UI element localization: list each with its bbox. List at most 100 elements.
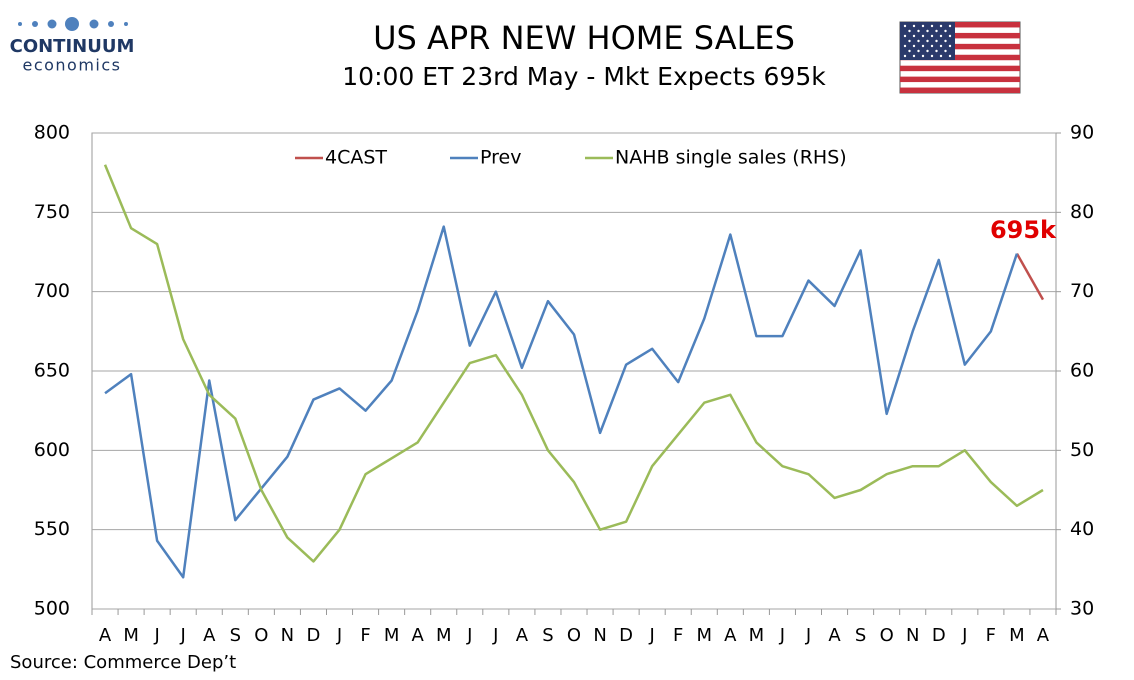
flag-star: [935, 39, 938, 43]
flag-star: [912, 54, 916, 58]
legend-label: Prev: [480, 147, 521, 169]
flag-star: [903, 44, 907, 48]
flag-star: [944, 29, 947, 33]
x-tick-label: A: [412, 625, 425, 646]
flag-star: [908, 29, 911, 33]
flag-star: [908, 49, 911, 53]
flag-star: [921, 24, 925, 28]
y-tick-label: 550: [34, 518, 70, 540]
flag-star: [917, 29, 920, 33]
flag: [899, 21, 1021, 94]
series-line: [103, 164, 1044, 563]
flag-star: [921, 44, 925, 48]
x-tick-label: S: [855, 625, 866, 646]
logo-dot: [108, 21, 114, 27]
flag-star: [935, 29, 938, 33]
flag-star: [944, 49, 947, 53]
annotation: 695k: [990, 216, 1057, 244]
flag-star: [912, 34, 916, 38]
flag-star: [921, 54, 925, 58]
logo-dot: [65, 17, 79, 31]
x-tick-label: D: [307, 625, 321, 646]
flag-star: [939, 54, 943, 58]
y-tick-label: 700: [34, 280, 70, 302]
x-tick-label: J: [153, 625, 159, 646]
flag-star: [930, 44, 934, 48]
x-tick-label: M: [1009, 625, 1025, 646]
x-tick-label: M: [123, 625, 139, 646]
flag-star: [948, 44, 952, 48]
source: Source: Commerce Dep’t: [10, 652, 236, 673]
flag-star: [948, 24, 952, 28]
flag-stripe: [900, 43, 1020, 50]
logo-dot: [124, 22, 128, 26]
x-tick-label: O: [254, 625, 268, 646]
y2-tick-label: 80: [1070, 201, 1094, 223]
logo-name: CONTINUUM: [10, 36, 135, 57]
flag-star: [930, 34, 934, 38]
x-tick-label: A: [724, 625, 737, 646]
x-tick-label: A: [203, 625, 216, 646]
flag-stripe: [900, 65, 1020, 72]
flag-star: [917, 39, 920, 43]
x-tick-label: O: [567, 625, 581, 646]
legend-label: 4CAST: [325, 147, 387, 169]
flag-star: [903, 54, 907, 58]
flag-stripe: [900, 54, 1020, 61]
x-tick-label: F: [360, 625, 370, 646]
x-tick-label: J: [492, 625, 498, 646]
flag-star: [912, 44, 916, 48]
flag-star: [903, 34, 907, 38]
y2-tick-label: 40: [1070, 518, 1094, 540]
x-tick-label: A: [828, 625, 841, 646]
logo-dot: [18, 22, 22, 26]
x-tick-label: D: [932, 625, 946, 646]
chart-subtitle: 10:00 ET 23rd May - Mkt Expects 695k: [342, 62, 826, 91]
flag-star: [926, 49, 929, 53]
flag-star: [944, 39, 947, 43]
x-tick-label: M: [749, 625, 765, 646]
flag-star: [930, 24, 934, 28]
flag-star: [939, 34, 943, 38]
flag-star: [921, 34, 925, 38]
flag-star: [912, 24, 916, 28]
logo-dot: [32, 21, 38, 27]
flag-star: [948, 54, 952, 58]
flag-stripe: [900, 76, 1020, 83]
flag-star: [908, 39, 911, 43]
flag-star: [948, 34, 952, 38]
x-tick-label: S: [542, 625, 553, 646]
logo-dot: [47, 19, 57, 29]
x-tick-label: N: [593, 625, 606, 646]
y2-tick-label: 70: [1070, 280, 1094, 302]
x-tick-label: N: [906, 625, 919, 646]
x-tick-label: A: [516, 625, 529, 646]
flag-star: [903, 24, 907, 28]
flag-star: [939, 24, 943, 28]
x-tick-label: N: [281, 625, 294, 646]
y2-tick-label: 30: [1070, 598, 1094, 620]
x-tick-label: J: [779, 625, 785, 646]
flag-stripe: [900, 22, 1020, 28]
y-tick-label: 750: [34, 201, 70, 223]
x-tick-label: S: [230, 625, 241, 646]
x-tick-label: M: [436, 625, 452, 646]
flag-star: [926, 39, 929, 43]
x-tick-label: A: [99, 625, 112, 646]
logo: CONTINUUM economics: [10, 17, 135, 75]
x-tick-label: J: [466, 625, 472, 646]
y-tick-label: 500: [34, 598, 70, 620]
y2-tick-label: 60: [1070, 360, 1094, 382]
flag-star: [939, 44, 943, 48]
y-tick-label: 650: [34, 360, 70, 382]
series-line: [1015, 252, 1045, 301]
x-tick-label: J: [961, 625, 967, 646]
flag-stripe: [900, 32, 1020, 39]
logo-dot: [89, 19, 99, 29]
y2-tick-label: 90: [1070, 122, 1094, 144]
x-tick-label: F: [673, 625, 683, 646]
x-tick-label: J: [649, 625, 655, 646]
flag-star: [930, 54, 934, 58]
y-tick-label: 800: [34, 122, 70, 144]
